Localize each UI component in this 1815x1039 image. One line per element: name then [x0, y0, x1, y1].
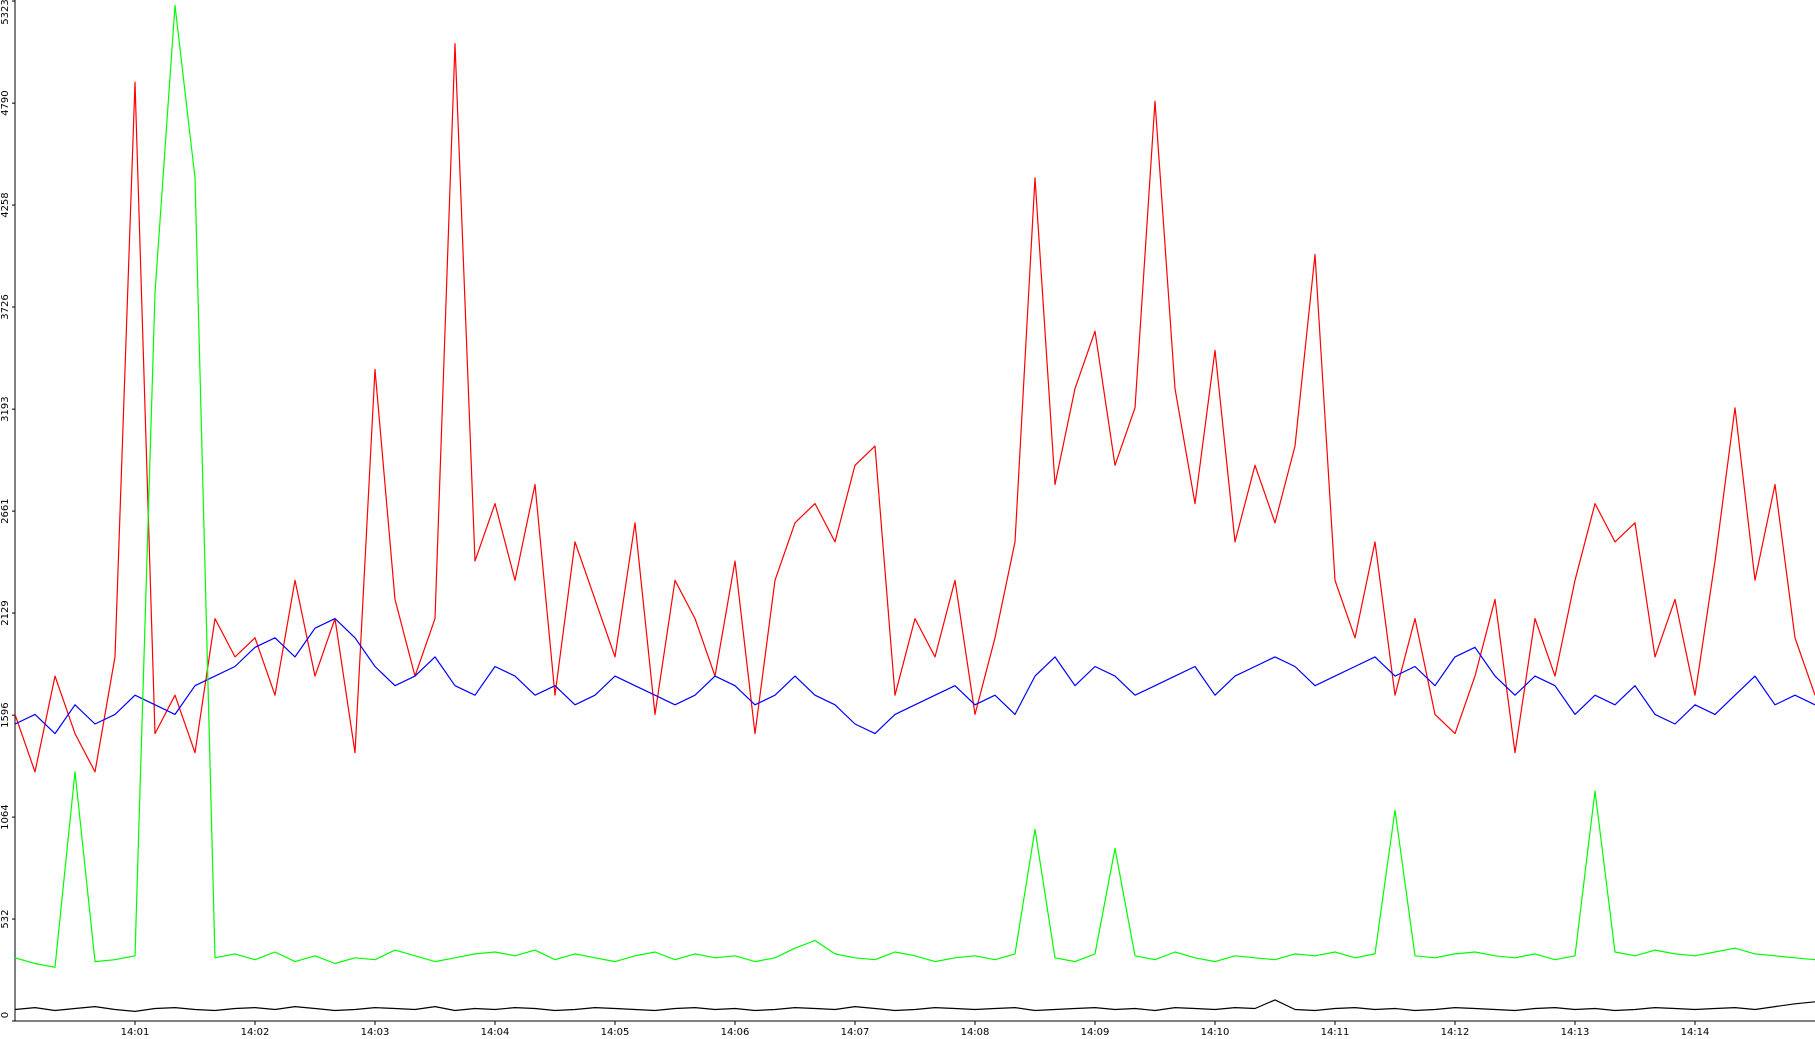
- y-tick-label: 0: [0, 1012, 11, 1018]
- y-tick-label: 1064: [0, 804, 11, 829]
- x-tick-label: 14:04: [481, 1027, 510, 1038]
- x-tick-label: 14:07: [841, 1027, 870, 1038]
- series-line: [14, 618, 1815, 735]
- series-line: [14, 4, 1815, 968]
- x-tick-label: 14:10: [1201, 1027, 1230, 1038]
- x-tick-label: 14:11: [1321, 1027, 1350, 1038]
- x-tick-label: 14:13: [1561, 1027, 1590, 1038]
- x-tick-label: 14:09: [1081, 1027, 1110, 1038]
- x-tick-label: 14:01: [121, 1027, 150, 1038]
- y-tick-label: 4258: [0, 192, 11, 217]
- y-tick-label: 1596: [0, 702, 11, 727]
- y-tick-label: 3193: [0, 396, 11, 421]
- y-tick-label: 3726: [0, 294, 11, 319]
- x-tick-label: 14:06: [721, 1027, 750, 1038]
- y-tick-label: 5323: [0, 0, 11, 25]
- x-tick-label: 14:12: [1441, 1027, 1470, 1038]
- x-tick-label: 14:02: [241, 1027, 270, 1038]
- series-line: [14, 43, 1815, 773]
- x-tick-label: 14:03: [361, 1027, 390, 1038]
- y-tick-label: 2129: [0, 600, 11, 625]
- x-tick-label: 14:05: [601, 1027, 630, 1038]
- y-tick-label: 4790: [0, 90, 11, 115]
- x-tick-label: 14:08: [961, 1027, 990, 1038]
- series-line: [14, 999, 1815, 1012]
- x-tick-label: 14:14: [1681, 1027, 1710, 1038]
- y-tick-label: 532: [0, 910, 11, 929]
- y-tick-label: 2661: [0, 498, 11, 523]
